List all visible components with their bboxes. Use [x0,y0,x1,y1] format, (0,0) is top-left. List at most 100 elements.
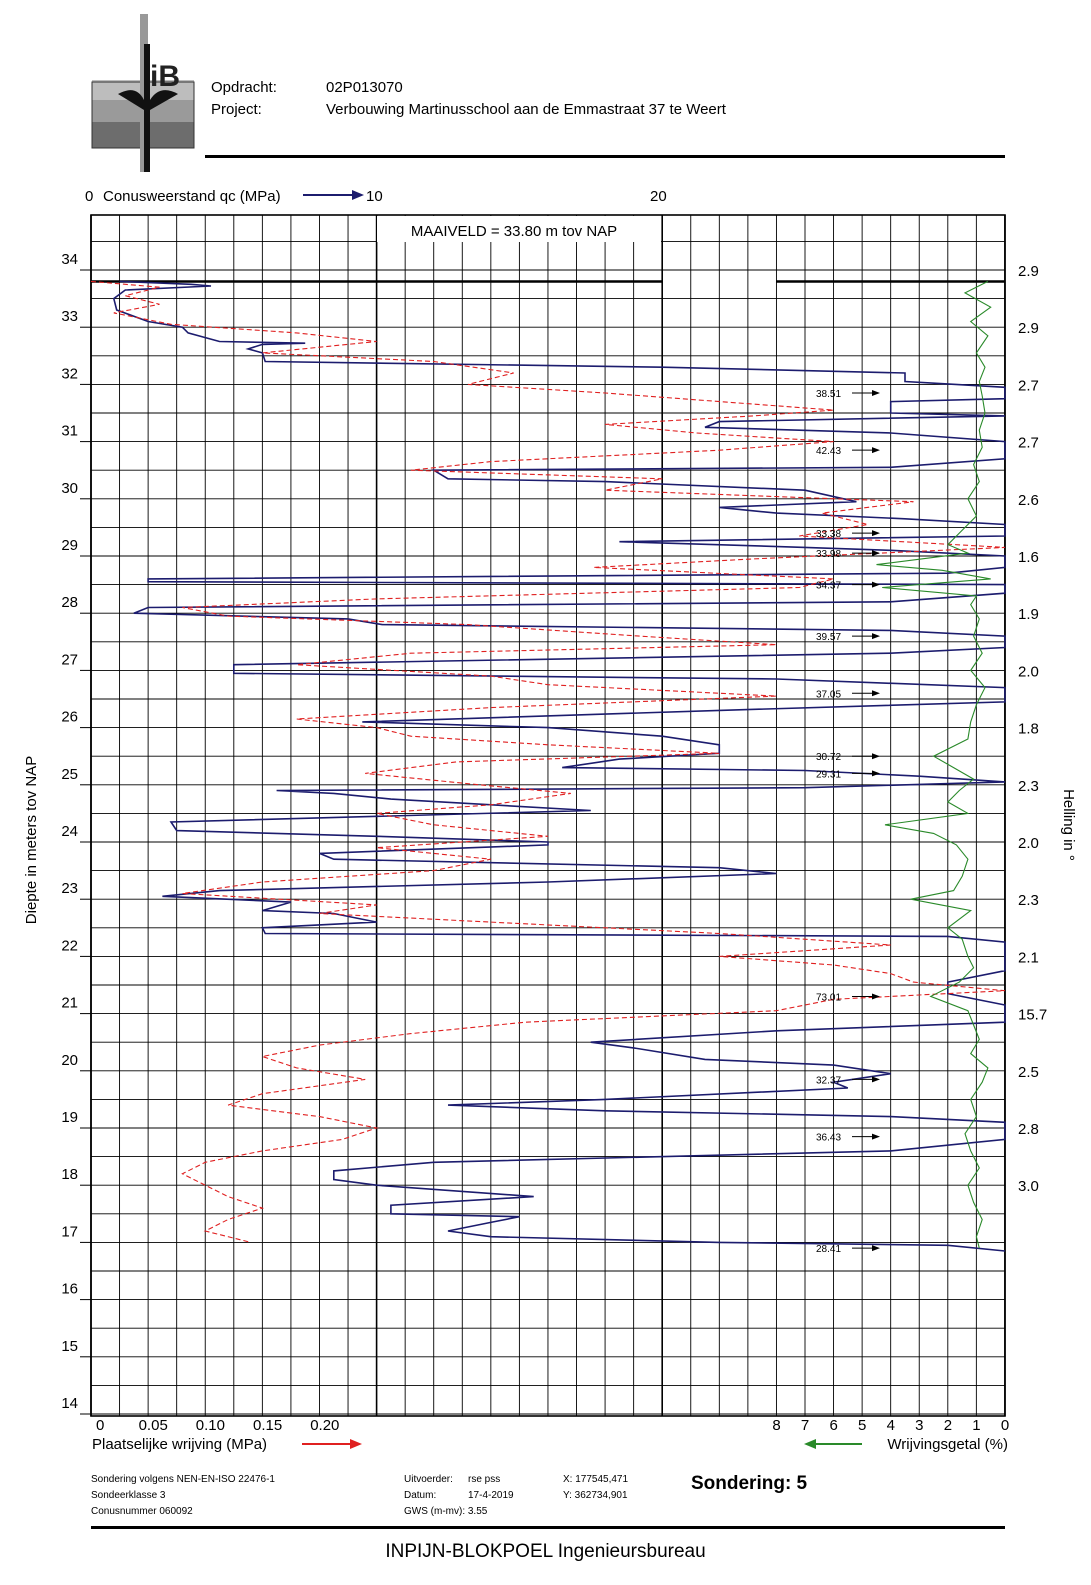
friction-tick-label: 0.10 [196,1417,225,1434]
qc-tick-20: 20 [650,188,667,205]
ratio-arrow [804,1439,862,1449]
logo-text: iB [150,60,180,93]
ratio-tick-label: 1 [972,1417,980,1434]
depth-tick-label: 28 [61,594,78,611]
inclination-label: 2.9 [1018,320,1039,337]
depth-tick-label: 21 [61,995,78,1012]
ratio-tick-label: 0 [1001,1417,1009,1434]
footer-norm: Sondering volgens NEN-EN-ISO 22476-1 [91,1474,275,1485]
depth-tick-label: 22 [61,937,78,954]
qc-arrow [303,190,364,200]
inclination-label: 1.9 [1018,606,1039,623]
inclination-label: 2.6 [1018,492,1039,509]
offscale-arrow-head [872,1245,880,1252]
chart-title: MAAIVELD = 33.80 m tov NAP [411,223,617,240]
footer-conus: Conusnummer 060092 [91,1506,193,1517]
inclination-label: 3.0 [1018,1178,1039,1195]
inclination-label: 2.0 [1018,663,1039,680]
chart-frame [90,214,1006,1417]
project-label: Project: [211,101,262,118]
offscale-arrow-head [872,1133,880,1140]
inclination-label: 1.8 [1018,721,1039,738]
ratio-tick-label: 2 [944,1417,952,1434]
depth-tick-label: 25 [61,766,78,783]
offscale-arrow-head [872,993,880,1000]
header-rule [205,155,1005,158]
offscale-arrow-head [872,389,880,396]
inclination-label: 2.1 [1018,949,1039,966]
y-axis-label-right: Helling in ° [1060,789,1077,861]
offscale-arrow-head [872,633,880,640]
depth-tick-label: 23 [61,880,78,897]
depth-tick-label: 32 [61,365,78,382]
depth-tick-label: 19 [61,1109,78,1126]
depth-tick-label: 33 [61,308,78,325]
series-line-0 [112,280,1006,1252]
offscale-value: 36.43 [816,1133,841,1144]
y-axis-label: Diepte in meters tov NAP [23,756,40,924]
offscale-value: 28.41 [816,1244,841,1255]
inclination-label: 2.3 [1018,892,1039,909]
friction-tick-label: 0.15 [253,1417,282,1434]
qc-axis-label: Conusweerstand qc (MPa) [103,188,281,205]
depth-tick-label: 14 [61,1395,78,1412]
logo-graphic: iB [91,14,195,172]
footer-klasse: Sondeerklasse 3 [91,1490,166,1501]
inclination-label: 2.8 [1018,1121,1039,1138]
offscale-value: 34.37 [816,581,841,592]
friction-tick-label: 0 [96,1417,104,1434]
inclination-label: 2.9 [1018,263,1039,280]
depth-tick-label: 18 [61,1166,78,1183]
depth-tick-label: 15 [61,1338,78,1355]
ratio-tick-label: 8 [772,1417,780,1434]
depth-tick-label: 31 [61,423,78,440]
depth-tick-label: 20 [61,1052,78,1069]
project-value: Verbouwing Martinusschool aan de Emmastr… [326,101,726,118]
offscale-value: 32.37 [816,1075,841,1086]
offscale-markers: 38.51 42.43 33.38 33.98 34.37 39.57 37.05 30.72… [816,389,880,1255]
friction-tick-label: 0.05 [139,1417,168,1434]
footer-uitvoerder-label: Uitvoerder: [404,1474,453,1485]
inclination-label: 2.7 [1018,377,1039,394]
offscale-arrow-head [872,690,880,697]
inclination-label: 2.5 [1018,1064,1039,1081]
chart-axis-labels: 3433323130292827262524232221201918171615… [61,251,1047,1434]
offscale-arrow-head [872,1076,880,1083]
series-line-2 [876,280,992,1249]
series-line-1 [90,280,1005,1243]
chart-series [90,280,1006,1252]
friction-tick-label: 0.20 [310,1417,339,1434]
offscale-value: 42.43 [816,446,841,457]
inclination-label: 15.7 [1018,1007,1047,1024]
offscale-value: 30.72 [816,752,841,763]
ratio-tick-label: 5 [858,1417,866,1434]
offscale-arrow-head [872,447,880,454]
offscale-value: 33.38 [816,529,841,540]
offscale-arrow-head [872,550,880,557]
chart-grid [90,214,1006,1417]
opdracht-value: 02P013070 [326,79,403,96]
inclination-label: 2.7 [1018,435,1039,452]
qc-tick-0: 0 [85,188,93,205]
inclination-label: 1.6 [1018,549,1039,566]
depth-tick-label: 17 [61,1223,78,1240]
depth-tick-label: 30 [61,480,78,497]
offscale-arrow-head [872,581,880,588]
depth-tick-label: 29 [61,537,78,554]
footer-datum-value: 17-4-2019 [468,1490,514,1501]
depth-tick-label: 16 [61,1281,78,1298]
ratio-tick-label: 7 [801,1417,809,1434]
depth-tick-label: 24 [61,823,78,840]
footer-uitvoerder-value: rse pss [468,1474,501,1485]
footer-rule [91,1526,1005,1529]
ratio-tick-label: 3 [915,1417,923,1434]
inclination-label: 2.3 [1018,778,1039,795]
footer-x-coord: X: 177545,471 [563,1474,629,1485]
footer-gws: GWS (m-mv): 3.55 [404,1506,488,1517]
offscale-arrow-head [872,530,880,537]
offscale-value: 73.01 [816,992,841,1003]
ratio-tick-label: 4 [887,1417,895,1434]
ratio-tick-label: 6 [829,1417,837,1434]
offscale-value: 33.98 [816,549,841,560]
